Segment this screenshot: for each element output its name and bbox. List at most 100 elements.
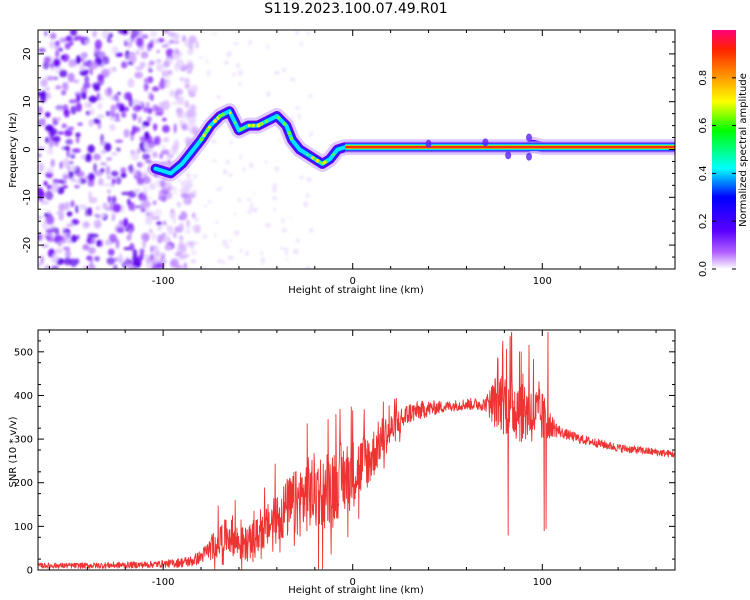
noise-blob	[139, 61, 146, 69]
noise-blob	[194, 217, 199, 222]
noise-blob	[132, 113, 138, 121]
noise-blob	[191, 189, 198, 194]
noise-blob	[183, 80, 191, 85]
noise-blob	[93, 213, 99, 218]
noise-blob	[110, 95, 116, 101]
noise-blob	[63, 232, 68, 238]
trace-band-core	[345, 145, 675, 149]
y-tick-label: 20	[22, 48, 33, 61]
noise-blob	[208, 199, 212, 204]
noise-blob	[85, 110, 91, 116]
noise-blob	[128, 164, 134, 174]
noise-blob	[142, 239, 147, 249]
noise-blob	[159, 152, 164, 160]
noise-blob	[139, 141, 145, 151]
noise-blob	[118, 252, 123, 261]
noise-blob	[239, 154, 242, 160]
noise-blob	[160, 145, 167, 150]
noise-blob	[190, 244, 195, 250]
noise-blob	[150, 253, 155, 260]
x-tick-label: 100	[533, 276, 552, 287]
noise-blob	[68, 99, 78, 104]
noise-blob	[176, 201, 182, 208]
noise-blob	[59, 69, 68, 78]
noise-blob	[135, 37, 144, 48]
noise-blob	[45, 92, 52, 100]
noise-blob	[131, 30, 139, 38]
noise-blob	[44, 111, 51, 118]
noise-blob	[190, 259, 197, 264]
noise-blob	[55, 248, 63, 254]
x-tick-label: -100	[152, 577, 175, 588]
noise-blob	[151, 216, 161, 221]
noise-blob	[136, 148, 141, 154]
noise-blob	[282, 67, 286, 73]
noise-blob	[43, 76, 47, 85]
noise-blob	[46, 147, 54, 155]
noise-blob	[165, 181, 172, 187]
noise-blob	[131, 151, 140, 161]
noise-blob	[179, 76, 184, 82]
noise-blob	[147, 144, 155, 148]
noise-blob	[140, 51, 149, 59]
noise-blob	[211, 159, 218, 162]
noise-blob	[152, 123, 158, 131]
trace-hotspot	[322, 161, 326, 165]
noise-blob	[128, 201, 134, 211]
noise-blob	[175, 58, 185, 69]
noise-blob	[229, 239, 233, 242]
noise-blob	[38, 47, 46, 53]
noise-blob	[156, 221, 162, 226]
noise-blob	[309, 133, 312, 137]
noise-blob	[167, 225, 174, 235]
noise-blob	[90, 233, 99, 238]
trace-hotspot	[319, 161, 322, 165]
noise-blob	[162, 235, 171, 244]
trace-hotspot	[239, 127, 243, 132]
trace-hotspot	[289, 136, 294, 141]
noise-blob	[57, 131, 65, 135]
noise-blob	[70, 200, 75, 208]
noise-blob	[54, 44, 62, 51]
noise-blob	[46, 184, 53, 190]
trace-hotspot	[199, 137, 204, 142]
noise-blob	[39, 191, 45, 198]
noise-blob	[233, 212, 237, 216]
noise-blob	[111, 212, 116, 219]
noise-blob	[106, 175, 112, 180]
trace-hotspot	[287, 131, 292, 136]
noise-blob	[111, 46, 119, 54]
noise-blob	[273, 70, 280, 75]
noise-blob	[84, 154, 92, 163]
trace-hotspot	[282, 121, 287, 126]
noise-blob	[82, 61, 89, 67]
noise-blob	[132, 258, 142, 267]
noise-blob	[41, 117, 46, 127]
noise-blob	[297, 114, 301, 120]
noise-blob	[191, 212, 196, 219]
noise-blob	[67, 165, 71, 172]
noise-blob	[238, 81, 242, 87]
noise-blob	[106, 257, 115, 265]
noise-blob	[238, 197, 242, 203]
noise-blob	[222, 169, 228, 175]
noise-blob	[162, 61, 170, 68]
noise-blob	[185, 100, 189, 109]
noise-blob	[279, 247, 285, 250]
noise-blob	[144, 131, 150, 140]
spectrogram-trace	[147, 103, 675, 182]
noise-blob	[233, 42, 239, 46]
noise-blob	[128, 228, 133, 236]
noise-blob	[111, 178, 116, 185]
noise-blob	[271, 187, 278, 193]
noise-blob	[175, 107, 184, 115]
noise-blob	[185, 124, 189, 129]
spectrogram-noise-blobs	[38, 30, 314, 269]
noise-blob	[147, 196, 152, 200]
noise-blob	[38, 215, 44, 220]
noise-blob	[75, 93, 81, 103]
noise-blob	[113, 118, 121, 122]
noise-blob	[112, 66, 117, 72]
